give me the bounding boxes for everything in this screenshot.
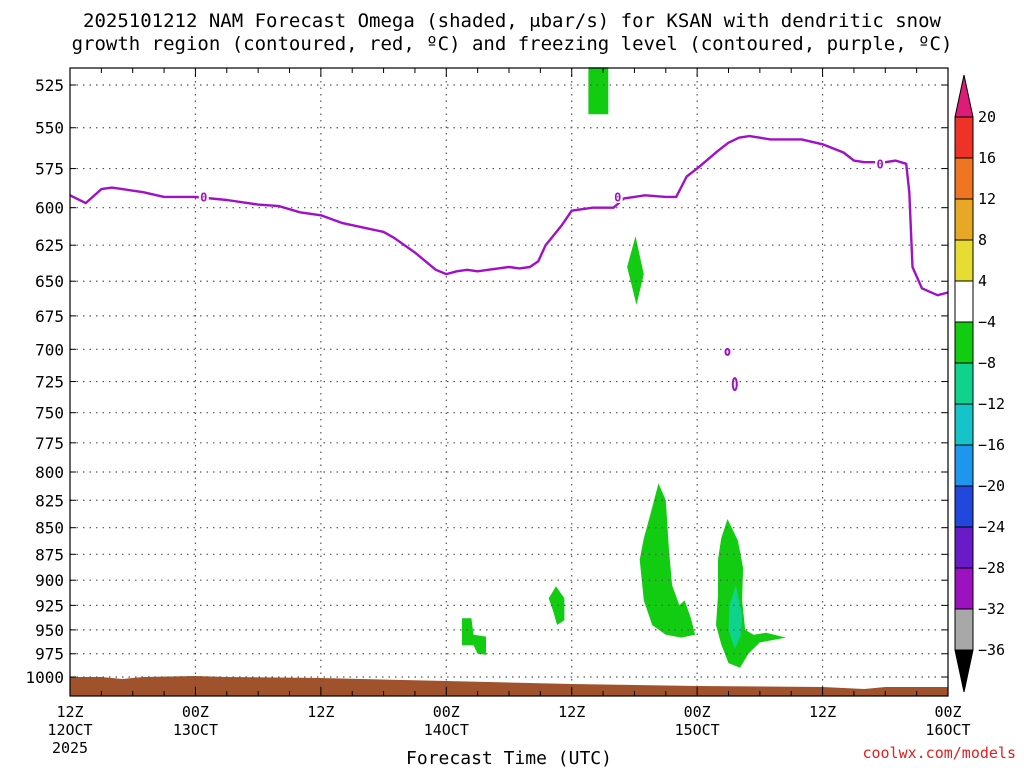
freezing-level-label-3: 0 [876,157,883,171]
colorbar-label-6: −8 [978,354,996,372]
colorbar-segment-5 [954,280,974,323]
colorbar-segment-12 [954,567,974,610]
ytick-label-725: 725 [35,373,64,392]
colorbar-label-12: −32 [978,600,1005,618]
colorbar-segment-1 [954,116,974,159]
colorbar-segment-7 [954,362,974,405]
colorbar-segment-6 [954,321,974,364]
ytick-label-750: 750 [35,404,64,423]
colorbar-label-7: −12 [978,395,1005,413]
colorbar-label-3: 8 [978,231,987,249]
colorbar-label-11: −28 [978,559,1005,577]
ytick-label-900: 900 [35,571,64,590]
chart-title-line1: 2025101212 NAM Forecast Omega (shaded, μ… [83,10,941,32]
xtick-date-0: 12OCT [47,721,92,739]
ytick-label-950: 950 [35,621,64,640]
xtick-date-12: 13OCT [173,721,218,739]
omega-region-1 [588,67,609,115]
colorbar-segment-13 [954,608,974,651]
colorbar-segment-8 [954,403,974,446]
xtick-label-0: 12Z [56,703,83,721]
colorbar-segment-10 [954,485,974,528]
colorbar-label-8: −16 [978,436,1005,454]
xtick-year-0: 2025 [52,739,88,757]
omega-region-5 [639,483,696,638]
colorbar-segment-2 [954,157,974,200]
x-axis-title: Forecast Time (UTC) [406,748,612,768]
colorbar-label-4: 4 [978,272,987,290]
credit-text: coolwx.com/models [862,744,1016,762]
colorbar-label-2: 12 [978,190,996,208]
colorbar-segment-9 [954,444,974,487]
colorbar-label-13: −36 [978,641,1005,659]
ytick-label-525: 525 [35,76,64,95]
xtick-label-48: 12Z [558,703,585,721]
xtick-label-72: 12Z [809,703,836,721]
ytick-label-975: 975 [35,645,64,664]
xtick-label-12: 00Z [182,703,209,721]
xtick-label-84: 00Z [934,703,961,721]
colorbar-label-10: −24 [978,518,1005,536]
omega-region-4 [548,586,565,625]
xtick-date-36: 14OCT [424,721,469,739]
freezing-level-loop-5 [731,377,738,392]
omega-region-3 [462,618,486,655]
chart-title-line2: growth region (contoured, red, ºC) and f… [71,33,953,55]
colorbar-label-0: 20 [978,108,996,126]
colorbar-segment-3 [954,198,974,241]
freezing-level-label-bg-3 [875,157,886,170]
omega-region-6 [716,519,786,668]
omega-region-2 [627,236,644,305]
colorbar-segment-4 [954,239,974,282]
plot-frame [69,67,949,697]
xtick-label-60: 00Z [684,703,711,721]
ytick-label-675: 675 [35,307,64,326]
freezing-level-label-1: 0 [200,190,207,204]
ytick-label-800: 800 [35,463,64,482]
freezing-level-loop-4 [724,347,731,356]
ytick-label-775: 775 [35,434,64,453]
freezing-level-line [69,134,949,297]
ytick-label-600: 600 [35,199,64,218]
ytick-label-625: 625 [35,236,64,255]
ytick-label-850: 850 [35,519,64,538]
ytick-label-825: 825 [35,491,64,510]
colorbar-segment-11 [954,526,974,569]
ytick-label-1000: 1000 [25,668,64,687]
xtick-label-36: 00Z [433,703,460,721]
colorbar-label-5: −4 [978,313,996,331]
freezing-level-label-bg-1 [198,190,209,203]
ytick-label-575: 575 [35,160,64,179]
freezing-level-label-bg-2 [612,190,623,203]
omega-region-core [728,585,743,649]
colorbar-top-arrow [954,74,974,118]
xtick-date-60: 15OCT [675,721,720,739]
ytick-label-700: 700 [35,340,64,359]
colorbar-label-1: 16 [978,149,996,167]
xtick-date-84: 16OCT [925,721,970,739]
colorbar-label-9: −20 [978,477,1005,495]
ytick-label-875: 875 [35,545,64,564]
colorbar-bottom-arrow [954,649,974,693]
ytick-label-925: 925 [35,596,64,615]
ytick-label-550: 550 [35,119,64,138]
xtick-label-24: 12Z [307,703,334,721]
ytick-label-650: 650 [35,272,64,291]
freezing-level-label-2: 0 [614,190,621,204]
